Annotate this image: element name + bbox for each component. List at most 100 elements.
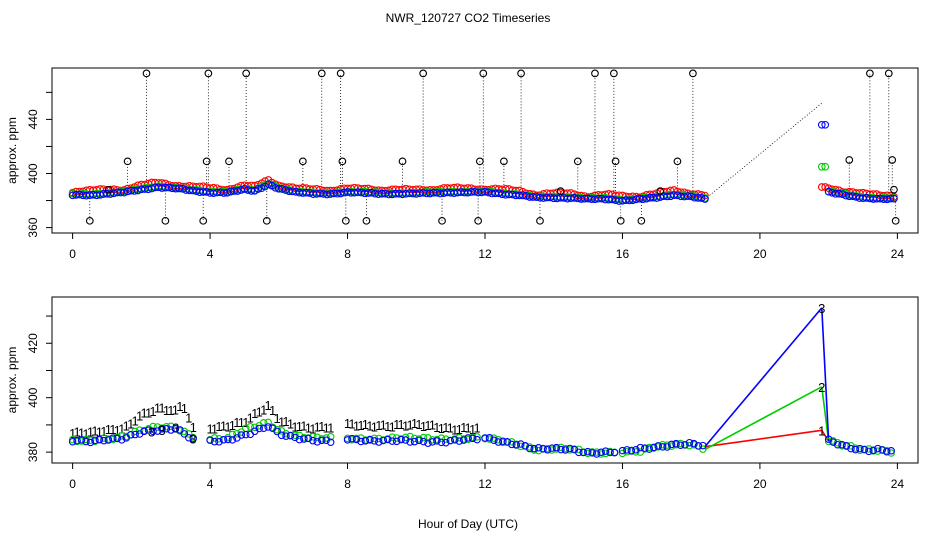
series-3-point [286, 431, 295, 440]
series-1-label: 1 [415, 417, 422, 432]
series-3-point [104, 436, 113, 444]
series-1-label: 1 [447, 420, 454, 435]
series-3-point [821, 120, 830, 129]
series-1-label: 1 [260, 402, 267, 417]
series-1-label: 1 [149, 404, 156, 419]
series-2-point [388, 433, 396, 441]
series-3-point [162, 424, 171, 433]
series-1-label: 1 [353, 419, 360, 434]
x-tick-label: 24 [891, 477, 905, 491]
series-2-point [658, 440, 667, 449]
flagged-point [591, 69, 599, 78]
flagged-point [142, 69, 151, 78]
series-3-point [131, 430, 139, 439]
series-1-label: 1 [154, 400, 161, 415]
series-1-label: 1 [140, 405, 147, 420]
flagged-point [536, 216, 544, 225]
flagged-point [419, 69, 427, 78]
series-1-label: 1 [362, 417, 369, 432]
series-3-point [219, 189, 228, 197]
series-3-point [833, 440, 842, 449]
series-3-point [683, 192, 692, 200]
series-3-point [690, 439, 698, 448]
series-1-label: 1 [402, 419, 409, 434]
series-3-point [455, 437, 463, 445]
series-1-label: 1 [176, 399, 183, 414]
flagged-point [336, 69, 345, 78]
series-3-point [685, 438, 694, 447]
series-1-label: 1 [229, 418, 236, 433]
series-2-point [135, 426, 144, 434]
series-3-point [259, 424, 268, 432]
series-3-point [424, 439, 432, 447]
series-3-point [865, 447, 873, 456]
series-1-label: 1 [185, 411, 192, 426]
series-1-return-line [821, 429, 830, 442]
series-2-point [401, 433, 410, 442]
series-1-label: 1 [438, 421, 445, 436]
series-3-label: 3 [189, 432, 196, 447]
y-axis-label: approx. ppm [5, 347, 19, 414]
series-3-point [835, 189, 843, 198]
series-1-label: 1 [69, 426, 76, 441]
series-3-point [566, 444, 574, 453]
series-3-point [824, 187, 833, 196]
series-3-point [254, 185, 263, 193]
series-1-label: 1 [123, 418, 130, 433]
series-3-point [494, 438, 503, 446]
series-3-point [667, 440, 676, 449]
series-2-point [874, 447, 882, 455]
series-2-point [322, 434, 330, 442]
series-3-point [322, 436, 330, 444]
series-3-point [878, 446, 887, 454]
series-2-point [410, 434, 419, 443]
series-1-label: 1 [105, 422, 112, 437]
flagged-point [262, 216, 271, 225]
series-3-point [419, 437, 428, 446]
series-3-point [175, 184, 184, 193]
flagged-point [362, 216, 371, 225]
series-3-point [652, 194, 661, 202]
series-3-point [672, 439, 680, 448]
flagged-point [656, 187, 665, 195]
series-3-point [144, 185, 153, 194]
series-3-point [697, 193, 706, 202]
flagged-point [517, 69, 525, 78]
series-3-point [144, 426, 153, 434]
series-3-point [592, 450, 601, 458]
series-1-label: 1 [132, 414, 139, 429]
series-3-point [291, 433, 299, 442]
series-2-point [632, 448, 640, 456]
series-1-label: 1 [393, 417, 400, 432]
top-panel: 0 4 8 12 16 20 24 360 400 440 approx. ppm [5, 67, 919, 261]
series-3-point [180, 430, 189, 438]
series-3-point [525, 444, 534, 453]
series-2-point [246, 423, 255, 431]
series-3-point [856, 444, 864, 453]
flagged-point [104, 185, 113, 194]
series-1-label: 1 [384, 419, 391, 434]
series-3-point [428, 438, 437, 446]
series-1-label: 1 [181, 401, 188, 416]
series-1-label: 1 [73, 424, 80, 439]
series-1-label: 1 [411, 416, 418, 431]
x-tick-label: 4 [207, 477, 214, 491]
series-3-point [149, 427, 157, 436]
series-3-point [77, 435, 86, 444]
series-2-point [251, 423, 259, 432]
series-3-point [886, 194, 895, 203]
plot-frame [51, 67, 919, 234]
series-2-point [149, 422, 157, 431]
series-2-point [259, 419, 268, 427]
series-2-point [817, 162, 826, 171]
series-3-point [375, 438, 383, 446]
series-1-label: 1 [327, 420, 334, 435]
series-3-point [548, 444, 556, 452]
series-3-point [106, 190, 115, 198]
series-3-point [618, 446, 627, 455]
series-1-label: 1 [136, 408, 143, 423]
series-3-point [451, 436, 459, 444]
series-3-point [82, 437, 90, 446]
